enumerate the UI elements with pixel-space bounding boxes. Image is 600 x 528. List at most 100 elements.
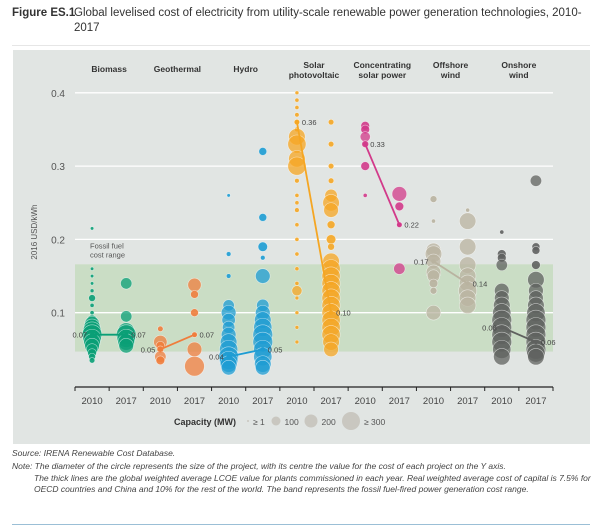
data-point bbox=[527, 348, 545, 366]
data-point bbox=[287, 156, 307, 176]
group-header-concentrating-solar-power: Concentrating bbox=[353, 60, 411, 70]
data-point bbox=[89, 310, 95, 316]
data-point bbox=[257, 241, 268, 252]
data-point bbox=[327, 119, 335, 126]
x-tick-label: 2017 bbox=[252, 396, 273, 407]
bottom-rule bbox=[12, 524, 590, 525]
average-marker bbox=[192, 332, 197, 337]
data-point bbox=[89, 303, 95, 308]
data-point bbox=[394, 201, 405, 212]
average-line bbox=[228, 348, 263, 358]
data-point bbox=[187, 277, 202, 292]
average-marker bbox=[89, 332, 95, 337]
data-point bbox=[323, 202, 339, 218]
data-point bbox=[88, 357, 96, 364]
average-marker bbox=[294, 119, 300, 125]
data-point bbox=[294, 266, 300, 272]
series-onshore-wind bbox=[491, 174, 547, 366]
group-header-onshore-wind: wind bbox=[508, 70, 528, 80]
data-point bbox=[90, 266, 95, 271]
data-point bbox=[157, 325, 164, 332]
average-label-2010: 0.05 bbox=[141, 345, 156, 354]
average-line bbox=[501, 326, 537, 343]
data-point bbox=[294, 222, 300, 228]
source-note: Source: IRENA Renewable Cost Database. bbox=[12, 448, 176, 458]
data-point bbox=[120, 277, 133, 290]
data-point bbox=[294, 237, 300, 242]
data-point bbox=[88, 294, 96, 302]
data-point bbox=[459, 296, 477, 314]
x-tick-label: 2017 bbox=[321, 396, 342, 407]
data-point bbox=[260, 255, 266, 261]
average-marker bbox=[397, 222, 402, 227]
data-point bbox=[429, 286, 438, 295]
data-point bbox=[190, 290, 199, 299]
legend-label: ≥ 1 bbox=[253, 417, 265, 427]
average-marker bbox=[328, 310, 334, 315]
average-marker bbox=[124, 332, 129, 337]
data-point bbox=[531, 260, 541, 270]
group-header-offshore-wind: Offshore bbox=[433, 60, 469, 70]
data-point bbox=[294, 90, 300, 96]
average-line bbox=[296, 121, 332, 313]
legend-bubble bbox=[304, 414, 318, 428]
x-tick-label: 2010 bbox=[82, 396, 103, 407]
data-point bbox=[459, 238, 477, 256]
band-label-line1: Fossil fuel bbox=[90, 241, 124, 250]
data-point bbox=[326, 234, 337, 245]
group-header-solar-photovoltaic: Solar bbox=[303, 60, 325, 70]
data-point bbox=[531, 246, 541, 255]
data-point bbox=[294, 310, 300, 315]
data-point bbox=[90, 281, 95, 286]
figure-title-text: Global levelised cost of electricity fro… bbox=[74, 7, 582, 34]
data-point bbox=[258, 213, 268, 222]
average-label-2017: 0.07 bbox=[131, 331, 146, 340]
x-tick-label: 2010 bbox=[491, 396, 512, 407]
data-point bbox=[155, 355, 166, 366]
data-point bbox=[90, 274, 95, 279]
legend-bubble bbox=[247, 420, 249, 422]
average-label-2010: 0.04 bbox=[209, 353, 224, 362]
data-point bbox=[323, 341, 339, 357]
band-label-line2: cost range bbox=[90, 250, 125, 259]
average-marker bbox=[499, 325, 504, 330]
average-label-2010: 0.08 bbox=[482, 323, 497, 332]
data-point bbox=[393, 262, 406, 275]
data-point bbox=[184, 356, 205, 377]
data-point bbox=[327, 177, 335, 184]
data-point bbox=[294, 97, 300, 103]
note-rest: The thick lines are the global weighted … bbox=[34, 472, 591, 495]
data-point bbox=[359, 131, 371, 143]
data-point bbox=[431, 218, 436, 224]
data-point bbox=[258, 147, 268, 156]
data-point bbox=[327, 163, 335, 170]
data-point bbox=[529, 174, 542, 187]
data-point bbox=[360, 161, 370, 171]
group-header-concentrating-solar-power: solar power bbox=[358, 70, 406, 80]
data-point bbox=[226, 251, 232, 257]
data-point bbox=[429, 195, 438, 203]
data-point bbox=[190, 308, 199, 317]
data-point bbox=[326, 220, 336, 229]
average-label-2017: 0.07 bbox=[200, 331, 215, 340]
data-point bbox=[294, 112, 300, 118]
data-point bbox=[294, 325, 300, 330]
data-point bbox=[294, 178, 300, 184]
x-tick-label: 2010 bbox=[286, 396, 307, 407]
data-point bbox=[255, 268, 271, 284]
top-rule bbox=[12, 45, 590, 46]
legend-label: 100 bbox=[285, 417, 299, 427]
data-point bbox=[294, 207, 300, 213]
data-point bbox=[221, 360, 237, 376]
figure-label: Figure ES.1 bbox=[12, 7, 76, 19]
group-header-solar-photovoltaic: photovoltaic bbox=[289, 70, 340, 80]
average-label-2017: 0.14 bbox=[473, 279, 488, 288]
average-line bbox=[364, 143, 401, 226]
data-point bbox=[391, 186, 407, 202]
capacity-legend: Capacity (MW) ≥ 1 100 200 ≥ 300 bbox=[174, 412, 385, 430]
data-point bbox=[362, 193, 368, 198]
group-header-offshore-wind: wind bbox=[440, 70, 460, 80]
average-line bbox=[160, 333, 195, 351]
group-header-biomass: Biomass bbox=[91, 64, 127, 74]
